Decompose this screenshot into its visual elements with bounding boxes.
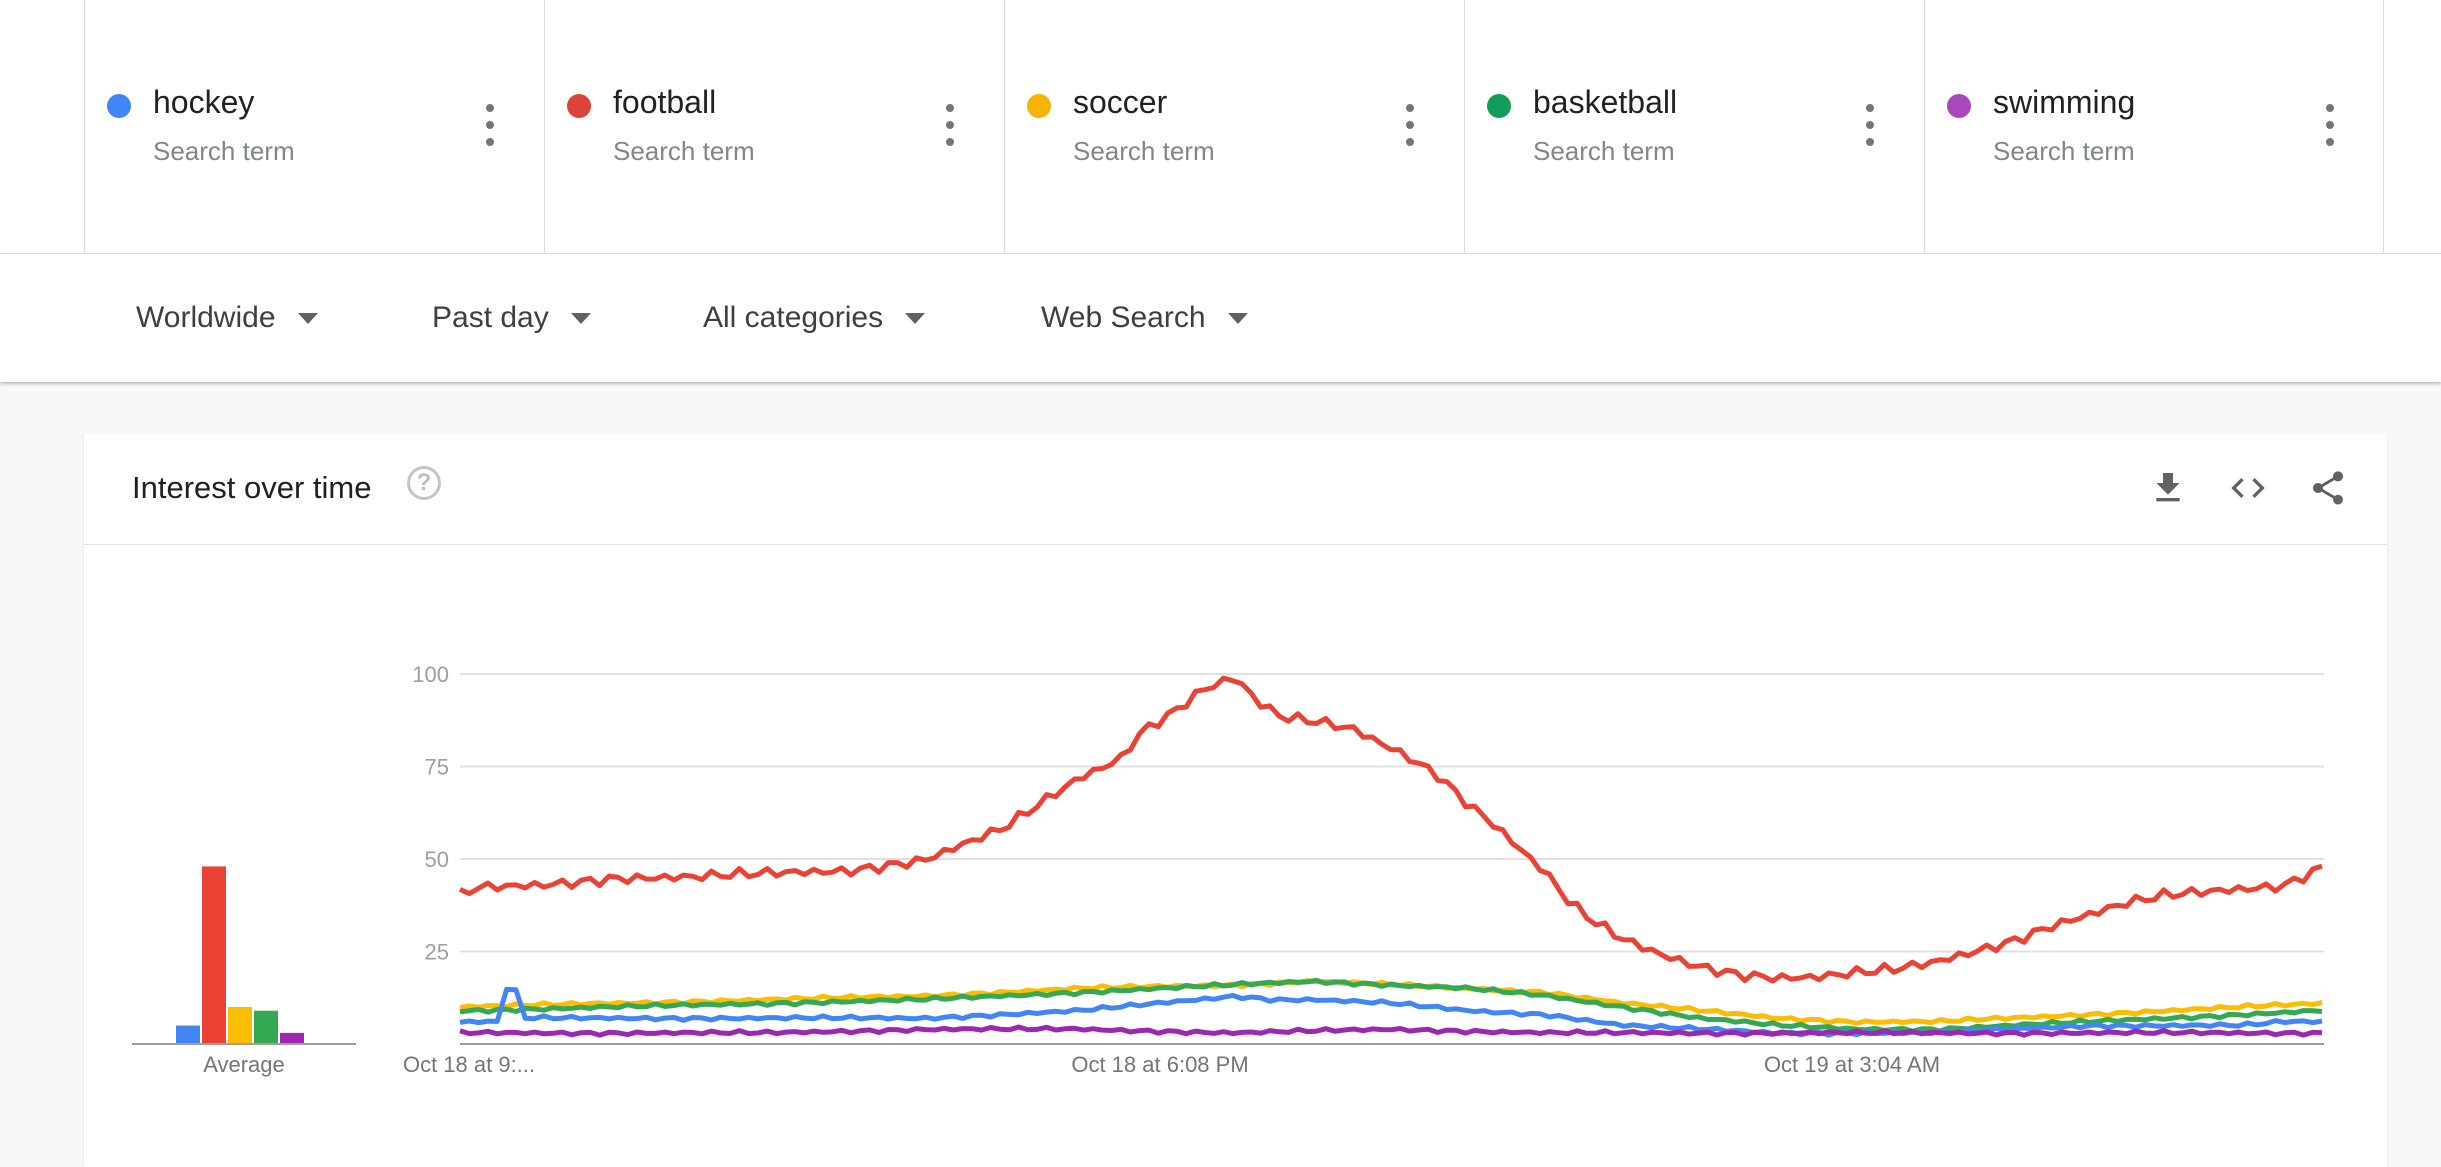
help-circle-icon[interactable]: ?: [407, 466, 441, 500]
y-tick-label: 25: [425, 940, 449, 965]
series-lines: [458, 675, 2323, 1038]
term-color-dot: [1947, 94, 1971, 118]
more-vert-icon[interactable]: [478, 104, 502, 146]
time-range-dropdown[interactable]: Past day: [432, 298, 591, 338]
term-name[interactable]: football: [613, 84, 717, 120]
term-name[interactable]: basketball: [1533, 84, 1678, 120]
interest-over-time-card: Interest over time ? Average 25 50 75 100 O…: [84, 434, 2387, 1167]
series-line-swimming: [459, 1024, 2323, 1038]
share-icon[interactable]: [2308, 468, 2348, 508]
caret-down-icon: [1227, 312, 1248, 324]
series-line-football: [458, 675, 2323, 984]
term-type: Search term: [1533, 136, 1675, 166]
term-card-hockey[interactable]: hockey Search term: [84, 0, 544, 253]
term-card-soccer[interactable]: soccer Search term: [1004, 0, 1464, 253]
embed-code-icon[interactable]: [2228, 468, 2268, 508]
average-bars: [176, 866, 304, 1044]
term-type: Search term: [153, 136, 295, 166]
average-bar-football: [202, 866, 226, 1044]
average-bar-soccer: [228, 1007, 252, 1044]
more-vert-icon[interactable]: [938, 104, 962, 146]
region-label: Worldwide: [136, 301, 276, 334]
search-type-dropdown[interactable]: Web Search: [1041, 298, 1248, 338]
y-tick-label: 100: [412, 662, 449, 687]
chart-grid: 25 50 75 100: [412, 662, 2324, 965]
average-bar-swimming: [280, 1032, 304, 1044]
term-name[interactable]: soccer: [1073, 84, 1168, 120]
x-tick-label: Oct 18 at 9:...: [403, 1052, 535, 1077]
category-label: All categories: [703, 301, 884, 334]
term-card-swimming[interactable]: swimming Search term: [1924, 0, 2384, 253]
more-vert-icon[interactable]: [1858, 104, 1882, 146]
term-color-dot: [1487, 94, 1511, 118]
term-type: Search term: [613, 136, 755, 166]
term-card-football[interactable]: football Search term: [544, 0, 1004, 253]
term-name[interactable]: hockey: [153, 84, 255, 120]
average-bar-hockey: [176, 1025, 200, 1044]
card-header: Interest over time ?: [84, 434, 2387, 545]
y-tick-label: 50: [425, 847, 449, 872]
caret-down-icon: [297, 312, 318, 324]
term-name[interactable]: swimming: [1993, 84, 2136, 120]
term-color-dot: [567, 94, 591, 118]
series-line-basketball: [459, 977, 2323, 1034]
term-type: Search term: [1993, 136, 2135, 166]
more-vert-icon[interactable]: [2318, 104, 2342, 146]
series-line-hockey: [459, 986, 2323, 1038]
category-dropdown[interactable]: All categories: [703, 298, 926, 338]
download-icon[interactable]: [2148, 468, 2188, 508]
caret-down-icon: [905, 312, 926, 324]
x-tick-label: Oct 19 at 3:04 AM: [1764, 1052, 1940, 1077]
card-title: Interest over time: [132, 470, 372, 505]
term-type: Search term: [1073, 136, 1215, 166]
caret-down-icon: [570, 312, 591, 324]
region-dropdown[interactable]: Worldwide: [136, 298, 318, 338]
average-label: Average: [203, 1052, 285, 1077]
term-color-dot: [107, 94, 131, 118]
search-terms-bar: hockey Search term football Search term …: [0, 0, 2441, 254]
average-bar-basketball: [254, 1010, 278, 1044]
x-tick-label: Oct 18 at 6:08 PM: [1071, 1052, 1248, 1077]
interest-chart: Average 25 50 75 100 Oct 18 at 9:... Oct 18…: [132, 662, 2324, 1077]
search-type-label: Web Search: [1041, 301, 1206, 334]
time-range-label: Past day: [432, 301, 549, 334]
filters-bar: Worldwide Past day All categories Web Se…: [0, 254, 2441, 382]
term-card-basketball[interactable]: basketball Search term: [1464, 0, 1924, 253]
more-vert-icon[interactable]: [1398, 104, 1422, 146]
term-color-dot: [1027, 94, 1051, 118]
y-tick-label: 75: [425, 755, 449, 780]
